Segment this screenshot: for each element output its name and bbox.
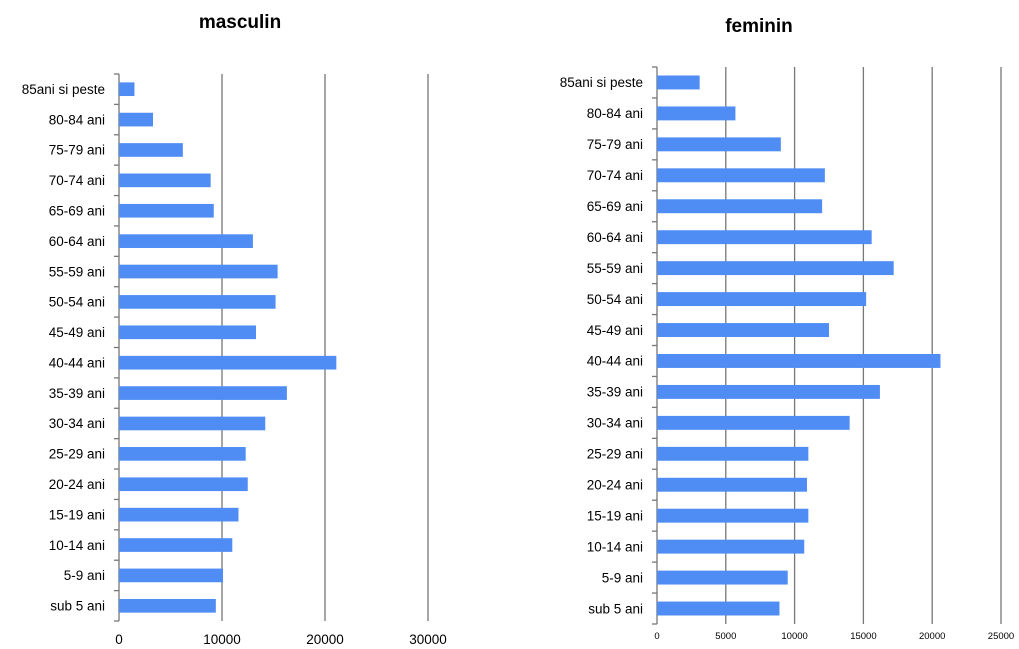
bar [657, 75, 700, 90]
category-label: 80-84 ani [587, 106, 643, 121]
category-label: 5-9 ani [602, 570, 643, 585]
category-label: 55-59 ani [587, 261, 643, 276]
chart-masculin: masculin sub 5 ani 5-9 ani 10-14 ani 15-19 … [0, 0, 509, 649]
category-label: 30-34 ani [587, 416, 643, 431]
bar [657, 230, 872, 245]
bar [119, 538, 233, 552]
bar [657, 570, 788, 585]
x-tick-label: 20000 [306, 632, 344, 647]
x-tick-label: 30000 [409, 632, 447, 647]
category-label: 60-64 ani [587, 230, 643, 245]
bar [657, 415, 850, 430]
bar [119, 143, 183, 157]
category-label: 70-74 ani [587, 168, 643, 183]
bar [657, 261, 894, 276]
bar [657, 137, 781, 152]
category-label: 20-24 ani [587, 477, 643, 492]
category-label: sub 5 ani [50, 599, 105, 614]
bar [119, 295, 276, 309]
category-label: 65-69 ani [49, 203, 105, 218]
x-tick-label: 20000 [919, 631, 945, 642]
category-label: 20-24 ani [49, 477, 105, 492]
bar [119, 568, 224, 583]
category-label: 25-29 ani [49, 447, 105, 462]
category-label: 50-54 ani [49, 295, 105, 310]
bar [119, 234, 253, 248]
category-label: 30-34 ani [49, 416, 105, 431]
x-tick-label: 0 [654, 631, 659, 642]
bar [119, 173, 211, 188]
chart-feminin: feminin sub 5 ani 5-9 ani 10-14 ani 15-19 a… [509, 0, 1019, 649]
bar [657, 199, 823, 214]
bar [657, 446, 809, 461]
bar [119, 477, 248, 492]
bar [657, 477, 807, 492]
bar [119, 507, 239, 522]
category-label: 10-14 ani [587, 539, 643, 554]
category-label: 60-64 ani [49, 234, 105, 249]
category-label: 10-14 ani [49, 538, 105, 553]
category-label: 15-19 ani [587, 508, 643, 523]
chart-title-masculin: masculin [198, 12, 282, 33]
category-label: 55-59 ani [49, 264, 105, 279]
bar [657, 323, 829, 337]
bar [119, 264, 278, 279]
category-label: 85ani si peste [22, 82, 105, 97]
category-label: 40-44 ani [49, 355, 105, 370]
bar [119, 447, 246, 461]
category-label: 5-9 ani [64, 568, 105, 583]
category-label: 45-49 ani [587, 323, 643, 338]
category-label: 70-74 ani [49, 173, 105, 188]
bar [657, 384, 880, 399]
x-tick-label: 10000 [781, 631, 807, 642]
bar [119, 416, 266, 431]
bar [119, 386, 287, 400]
bar [657, 106, 736, 121]
category-label: 35-39 ani [587, 385, 643, 400]
category-label: 40-44 ani [587, 354, 643, 369]
category-label: 65-69 ani [587, 199, 643, 214]
bar [657, 292, 867, 307]
bar [657, 601, 780, 616]
chart-plot-masculin: sub 5 ani 5-9 ani 10-14 ani 15-19 ani 20-24 … [22, 73, 447, 647]
bar [657, 539, 805, 554]
bar [119, 203, 214, 218]
category-label: 75-79 ani [49, 143, 105, 158]
category-label: 75-79 ani [587, 137, 643, 152]
bar [119, 355, 337, 370]
category-label: 15-19 ani [49, 507, 105, 522]
chart-plot-feminin: sub 5 ani 5-9 ani 10-14 ani 15-19 ani 20-24 … [560, 66, 1014, 642]
bar [657, 508, 809, 523]
category-label: 80-84 ani [49, 112, 105, 127]
category-label: 45-49 ani [49, 325, 105, 340]
bar [119, 82, 135, 97]
x-tick-label: 0 [115, 632, 123, 647]
x-tick-label: 15000 [850, 631, 876, 642]
bar [657, 354, 941, 368]
category-label: sub 5 ani [588, 601, 643, 616]
category-label: 85ani si peste [560, 75, 643, 90]
category-label: 50-54 ani [587, 292, 643, 307]
bar [119, 598, 216, 613]
bar [119, 112, 153, 127]
x-tick-label: 25000 [988, 631, 1014, 642]
category-label: 35-39 ani [49, 386, 105, 401]
bar [119, 325, 256, 340]
chart-title-feminin: feminin [725, 16, 793, 37]
x-tick-label: 10000 [203, 632, 241, 647]
category-label: 25-29 ani [587, 447, 643, 462]
bar [657, 168, 825, 183]
x-tick-label: 5000 [715, 631, 736, 642]
